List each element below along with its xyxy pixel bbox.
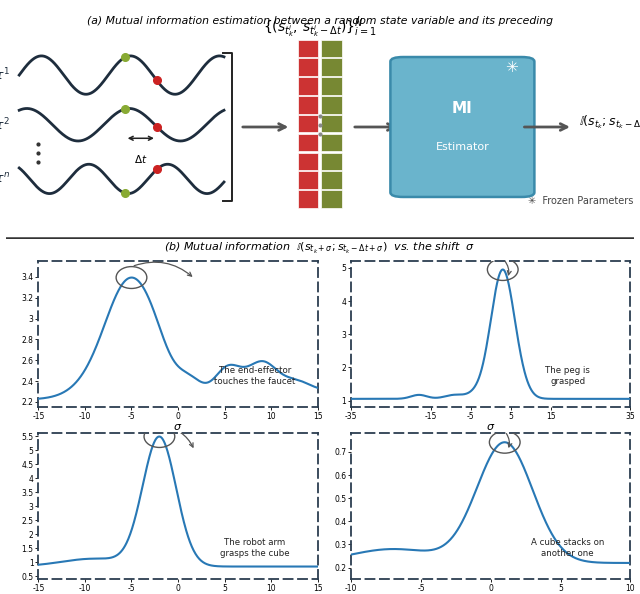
Text: The end-effector
touches the faucet: The end-effector touches the faucet <box>214 366 296 386</box>
Bar <box>321 153 342 170</box>
Text: $\mathbb{I}(s_{t_k}; s_{t_k-\Delta t})$: $\mathbb{I}(s_{t_k}; s_{t_k-\Delta t})$ <box>579 113 640 131</box>
Bar <box>298 77 318 94</box>
Bar <box>321 40 342 57</box>
Text: $\tau^2$: $\tau^2$ <box>0 116 10 133</box>
Bar <box>321 115 342 132</box>
X-axis label: $\sigma$: $\sigma$ <box>486 422 495 432</box>
Bar <box>298 190 318 207</box>
Bar <box>321 134 342 151</box>
Text: (a) Mutual information estimation between a random state variable and its preced: (a) Mutual information estimation betwee… <box>87 17 553 26</box>
Bar <box>298 171 318 189</box>
Text: The peg is
grasped: The peg is grasped <box>545 366 590 386</box>
Text: $\tau^1$: $\tau^1$ <box>0 67 10 83</box>
FancyArrowPatch shape <box>162 426 193 447</box>
Bar <box>298 96 318 113</box>
Bar <box>298 134 318 151</box>
Bar <box>298 40 318 57</box>
Text: $\Delta t$: $\Delta t$ <box>134 153 148 165</box>
Text: (b) Mutual information  $\mathbb{I}(s_{t_k+\sigma}; s_{t_k-\Delta t+\sigma})$  v: (b) Mutual information $\mathbb{I}(s_{t_… <box>164 241 476 256</box>
FancyArrowPatch shape <box>504 261 511 275</box>
Bar <box>321 96 342 113</box>
Text: MI: MI <box>452 102 473 116</box>
Bar <box>298 58 318 76</box>
Text: $\{(s_{t_k^i},\,s_{t_k^i-\Delta t})\}_{i=1}^{N}$: $\{(s_{t_k^i},\,s_{t_k^i-\Delta t})\}_{i… <box>263 17 377 40</box>
Text: A cube stacks on
another one: A cube stacks on another one <box>531 538 604 558</box>
Bar <box>298 115 318 132</box>
Bar <box>321 58 342 76</box>
FancyArrowPatch shape <box>506 434 512 447</box>
Text: The robot arm
grasps the cube: The robot arm grasps the cube <box>220 538 290 558</box>
Bar <box>298 153 318 170</box>
Text: Estimator: Estimator <box>436 143 489 152</box>
FancyArrowPatch shape <box>134 262 191 276</box>
Bar <box>321 77 342 94</box>
FancyBboxPatch shape <box>390 57 534 197</box>
Text: $\tau^n$: $\tau^n$ <box>0 172 10 186</box>
Bar <box>321 171 342 189</box>
Text: ✳  Frozen Parameters: ✳ Frozen Parameters <box>528 197 634 207</box>
Bar <box>321 190 342 207</box>
Text: ✳: ✳ <box>506 59 518 75</box>
X-axis label: $\sigma$: $\sigma$ <box>173 422 182 432</box>
